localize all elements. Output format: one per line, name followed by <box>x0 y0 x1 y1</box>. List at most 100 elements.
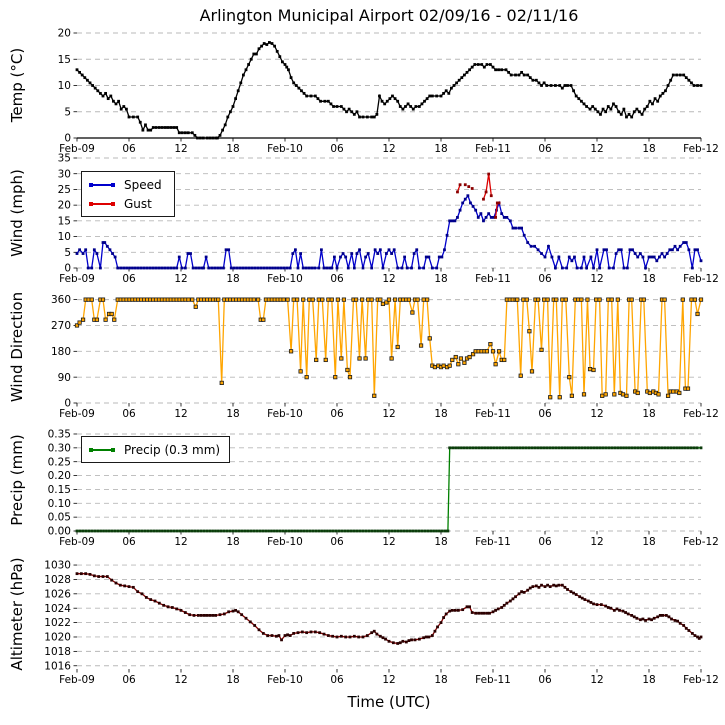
wind-legend: Speed Gust <box>81 171 175 217</box>
wind-direction-series-markers <box>74 297 704 400</box>
wind_direction-xtick-label: 12 <box>382 408 395 420</box>
wind_direction-ytick-label: 90 <box>58 372 71 384</box>
precip-ytick-label: 0.05 <box>48 512 71 524</box>
altimeter-series-markers <box>75 572 703 645</box>
wind_direction-xtick-label: Feb-09 <box>59 408 95 420</box>
legend-item-gust: Gust <box>89 194 165 213</box>
wind_direction-xtick-label: 06 <box>122 408 136 420</box>
temp-xtick-label: Feb-09 <box>59 143 95 155</box>
precip-legend: Precip (0.3 mm) <box>81 436 231 463</box>
wind_direction-xtick-label: 12 <box>590 408 603 420</box>
wind_direction-ytick-label: 180 <box>51 346 71 358</box>
wind-ytick-label: 30 <box>58 168 71 180</box>
precip-xtick-label: Feb-11 <box>475 536 511 548</box>
wind-ytick-label: 5 <box>64 247 71 259</box>
legend-item-speed: Speed <box>89 175 165 194</box>
wind_direction-xtick-label: Feb-10 <box>267 408 303 420</box>
precip-ytick-label: 0.35 <box>48 429 71 441</box>
wind-xtick-label: 18 <box>226 273 239 285</box>
speed-series-line <box>76 194 702 271</box>
temp-ytick-label: 5 <box>64 106 71 118</box>
precip-xtick-label: Feb-12 <box>683 536 719 548</box>
precip-ytick-label: 0.15 <box>48 484 71 496</box>
wind_direction-xtick-label: 18 <box>434 408 447 420</box>
wind_direction-ytick-label: 360 <box>51 294 71 306</box>
temp-xtick-label: Feb-10 <box>267 143 303 155</box>
precip-ytick-label: 0.20 <box>48 470 71 482</box>
wind-xtick-label: Feb-09 <box>59 273 95 285</box>
precip-xticks: Feb-09 06 12 18 Feb-10 06 12 18 Feb-11 06 12 18 Feb-… <box>59 531 719 548</box>
precip-xtick-label: 18 <box>434 536 447 548</box>
temp-xtick-label: 06 <box>122 143 136 155</box>
wind-axis-label: Wind (mph) <box>8 169 26 257</box>
wind-ytick-label: 10 <box>58 231 71 243</box>
precip-xtick-label: 12 <box>174 536 187 548</box>
altimeter-panel: 1016 1018 1020 1022 1024 1026 1028 1030 Feb-09 06… <box>44 560 719 686</box>
temp-xtick-label: Feb-11 <box>475 143 511 155</box>
altimeter-ytick-label: 1030 <box>44 560 71 572</box>
altimeter-ytick-label: 1024 <box>44 603 71 615</box>
temp-xtick-label: 18 <box>226 143 239 155</box>
wind_direction-ytick-label: 0 <box>64 398 71 410</box>
wind-xtick-label: 12 <box>590 273 603 285</box>
gust-line-swatch-icon <box>89 201 115 206</box>
precip-ytick-label: 0.30 <box>48 442 71 454</box>
wind-xtick-label: 12 <box>174 273 187 285</box>
wind_direction-panel: 0 90 180 270 360 Feb-09 06 12 18 Feb-10 06 12 18 Feb-… <box>51 294 719 420</box>
temp-xtick-label: 12 <box>590 143 603 155</box>
altimeter-xtick-label: 18 <box>226 674 239 686</box>
altimeter-axis-label: Altimeter (hPa) <box>8 557 26 671</box>
precip-xtick-label: 06 <box>538 536 552 548</box>
wind_direction-ytick-label: 270 <box>51 320 71 332</box>
precip-ytick-label: 0.10 <box>48 498 71 510</box>
wind-ytick-label: 0 <box>64 263 71 275</box>
altimeter-xtick-label: Feb-12 <box>683 674 719 686</box>
altimeter-xtick-label: 12 <box>174 674 187 686</box>
wind-direction-series-line <box>76 297 702 398</box>
wind-xtick-label: 06 <box>122 273 136 285</box>
altimeter-xtick-label: 06 <box>330 674 344 686</box>
altimeter-xtick-label: 12 <box>382 674 395 686</box>
precip-xtick-label: 18 <box>642 536 655 548</box>
precip-xtick-label: Feb-09 <box>59 536 95 548</box>
wind-ytick-label: 35 <box>58 153 71 165</box>
precip-legend-label: Precip (0.3 mm) <box>124 442 221 457</box>
temp-xticks: Feb-09 06 12 18 Feb-10 06 12 18 Feb-11 06 12 18 Feb-… <box>59 138 719 155</box>
wind-direction-axis-label: Wind Direction <box>8 291 26 403</box>
precip-xtick-label: 06 <box>330 536 344 548</box>
altimeter-xtick-label: 06 <box>122 674 136 686</box>
precip-xtick-label: Feb-10 <box>267 536 303 548</box>
altimeter-gridlines: 1016 1018 1020 1022 1024 1026 1028 1030 <box>44 560 701 672</box>
temp-ytick-label: 0 <box>64 133 71 145</box>
gust-series-markers <box>456 172 501 219</box>
precip-xtick-label: 12 <box>590 536 603 548</box>
precip-series-markers <box>75 446 703 533</box>
wind-xtick-label: 06 <box>538 273 552 285</box>
speed-line-swatch-icon <box>89 182 115 187</box>
precip-axis-label: Precip (mm) <box>8 434 26 526</box>
altimeter-ytick-label: 1022 <box>44 617 71 629</box>
precip-xtick-label: 18 <box>226 536 239 548</box>
altimeter-ytick-label: 1026 <box>44 588 71 600</box>
altimeter-ytick-label: 1018 <box>44 646 71 658</box>
wind_direction-xtick-label: 12 <box>174 408 187 420</box>
precip-ytick-label: 0.00 <box>48 526 71 538</box>
temp-xtick-label: Feb-12 <box>683 143 719 155</box>
wind_direction-xtick-label: 18 <box>642 408 655 420</box>
wind_direction-xtick-label: Feb-11 <box>475 408 511 420</box>
altimeter-xtick-label: Feb-09 <box>59 674 95 686</box>
precip-xtick-label: 12 <box>382 536 395 548</box>
wind-xtick-label: 18 <box>642 273 655 285</box>
temp-series-markers <box>75 41 703 140</box>
speed-legend-label: Speed <box>124 177 162 192</box>
figure-title: Arlington Municipal Airport 02/09/16 - 0… <box>199 6 579 25</box>
wind_direction-xtick-label: 06 <box>538 408 552 420</box>
precip-xtick-label: 06 <box>122 536 136 548</box>
temp-xtick-label: 12 <box>382 143 395 155</box>
wind_direction-xtick-label: 18 <box>226 408 239 420</box>
altimeter-ytick-label: 1016 <box>44 660 71 672</box>
wind-ytick-label: 20 <box>58 200 71 212</box>
temp-axis-label: Temp (°C) <box>8 47 26 123</box>
